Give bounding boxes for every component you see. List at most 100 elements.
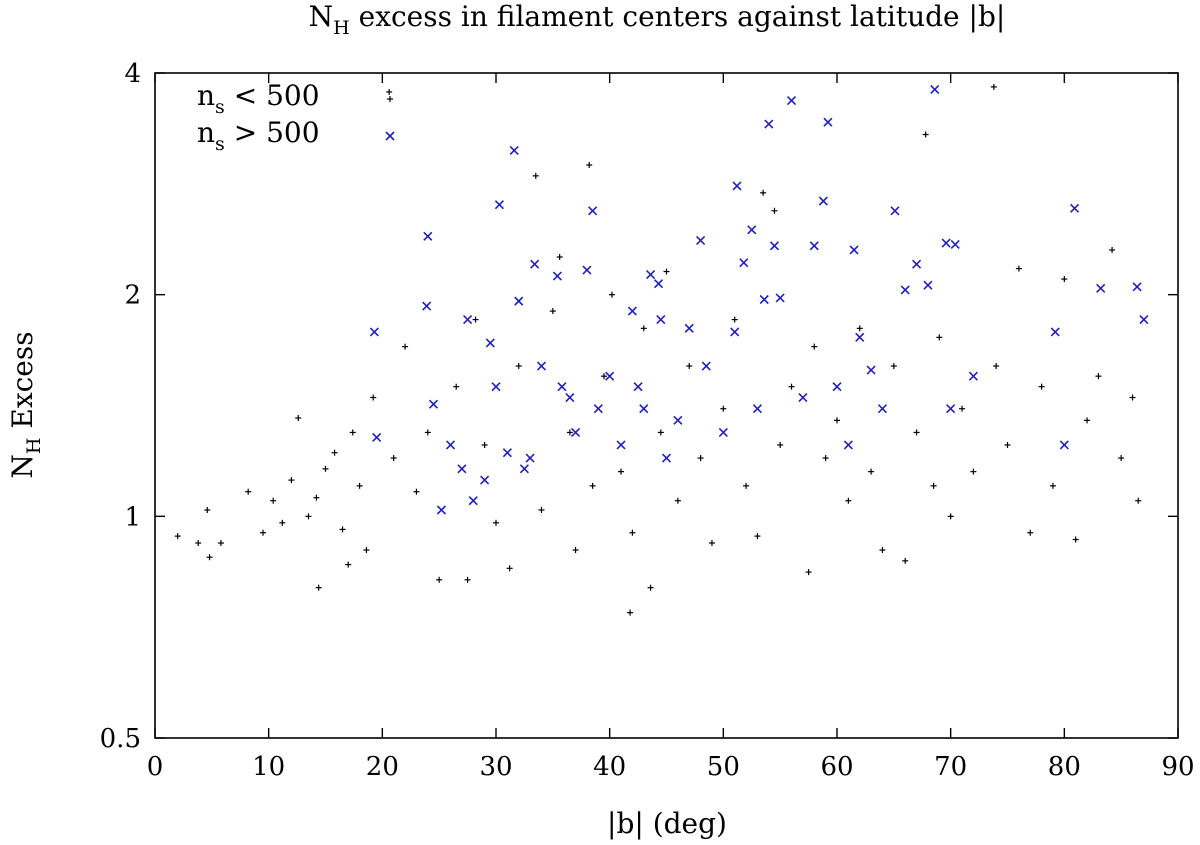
data-point-small	[572, 547, 579, 554]
data-point-large	[436, 505, 447, 515]
data-point-small	[608, 291, 615, 298]
plot-frame	[154, 72, 1179, 739]
data-point-large	[912, 259, 922, 269]
data-point-small	[424, 429, 431, 436]
data-point-small	[1004, 441, 1011, 448]
data-point-small	[845, 497, 852, 504]
data-point-large	[890, 206, 900, 216]
x-tick-label: 70	[934, 752, 967, 782]
data-point-small	[386, 88, 393, 95]
data-points	[174, 83, 1149, 616]
data-point-large	[445, 440, 456, 450]
data-point-large	[463, 315, 473, 325]
data-point-small	[1109, 246, 1116, 253]
data-point-large	[684, 323, 694, 333]
data-point-small	[270, 497, 277, 504]
data-point-large	[423, 231, 433, 241]
data-point-large	[519, 464, 529, 474]
data-point-large	[730, 327, 740, 337]
legend: ns < 500 ns > 500	[197, 79, 395, 155]
data-point-small	[1015, 265, 1022, 272]
data-point-small	[902, 557, 909, 564]
data-point-large	[752, 404, 762, 414]
data-point-small	[538, 507, 545, 514]
x-tick-label: 50	[707, 752, 740, 782]
data-point-large	[747, 225, 757, 235]
chart-title: NH excess in filament centers against la…	[309, 0, 1006, 39]
data-point-large	[1132, 282, 1142, 292]
data-point-large	[818, 196, 828, 206]
data-point-small	[1061, 276, 1068, 283]
data-point-small	[363, 547, 370, 554]
data-point-large	[530, 259, 540, 269]
data-point-small	[339, 526, 346, 533]
data-point-large	[798, 392, 808, 403]
data-point-small	[295, 415, 302, 422]
data-point-small	[990, 83, 997, 90]
tick-marks	[154, 72, 1179, 739]
data-point-small	[947, 513, 954, 520]
data-point-large	[732, 181, 742, 191]
data-point-small	[788, 383, 795, 390]
data-point-small	[708, 539, 715, 546]
data-point-large	[900, 285, 910, 295]
data-point-large	[588, 206, 598, 216]
data-point-large	[646, 269, 656, 280]
data-point-large	[843, 440, 853, 450]
data-point-small	[349, 429, 356, 436]
data-point-small	[589, 482, 596, 489]
data-point-large	[627, 306, 637, 316]
data-point-small	[731, 316, 738, 323]
data-point-small	[856, 325, 863, 332]
data-point-small	[549, 308, 556, 315]
data-point-large	[775, 293, 785, 303]
data-point-small	[834, 417, 840, 424]
x-tick-label: 40	[593, 752, 626, 782]
data-point-small	[345, 561, 352, 568]
y-tick-label: 2	[124, 281, 141, 311]
data-point-small	[436, 576, 443, 583]
data-point-large	[480, 475, 490, 485]
legend-plus-marker	[387, 96, 393, 102]
data-point-small	[618, 468, 625, 475]
legend-label-small: ns < 500	[197, 79, 320, 118]
data-point-large	[718, 427, 728, 437]
data-point-large	[514, 296, 524, 306]
y-tick-label: 0.5	[100, 724, 141, 754]
data-point-small	[506, 565, 513, 572]
data-point-large	[525, 453, 535, 463]
data-point-large	[950, 239, 960, 250]
data-point-large	[468, 496, 478, 506]
data-point-small	[657, 429, 664, 436]
data-point-small	[259, 529, 266, 536]
data-point-small	[805, 569, 812, 576]
data-point-large	[673, 415, 683, 425]
data-point-large	[565, 392, 575, 403]
x-tick-label: 10	[252, 752, 285, 782]
data-point-small	[390, 455, 397, 462]
data-point-small	[245, 488, 252, 495]
data-point-small	[663, 268, 670, 275]
data-point-small	[970, 468, 977, 475]
data-point-large	[739, 258, 749, 268]
x-tick-label: 60	[820, 752, 853, 782]
data-point-small	[566, 429, 573, 436]
data-point-large	[1069, 203, 1080, 213]
data-point-small	[1049, 482, 1056, 489]
data-point-large	[639, 404, 649, 414]
data-point-large	[701, 361, 711, 371]
data-point-large	[764, 119, 774, 129]
data-point-small	[754, 533, 761, 540]
data-point-small	[331, 449, 338, 456]
data-point-large	[809, 241, 819, 251]
x-tick-label: 0	[147, 752, 164, 782]
data-point-large	[823, 117, 833, 127]
data-point-large	[557, 382, 567, 392]
data-point-small	[640, 325, 647, 332]
data-point-small	[313, 494, 320, 501]
data-point-large	[653, 279, 664, 289]
data-point-large	[502, 448, 512, 458]
data-point-large	[832, 382, 842, 392]
data-point-large	[759, 294, 769, 305]
data-point-small	[481, 441, 488, 448]
